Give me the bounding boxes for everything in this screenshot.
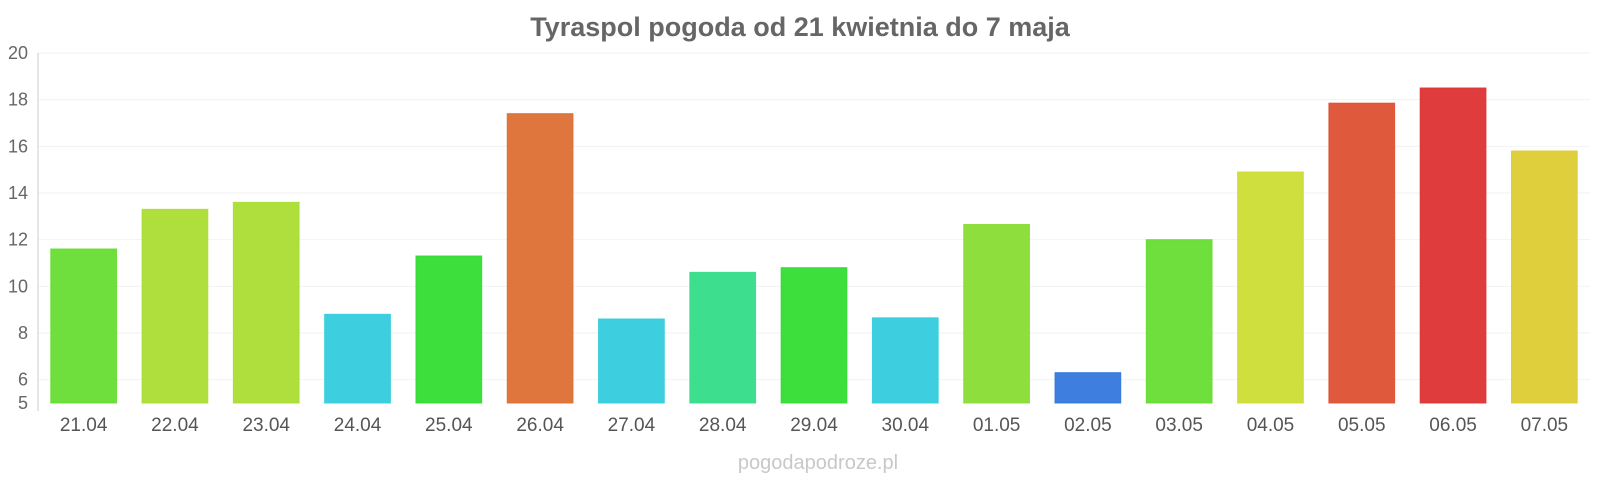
x-tick-label: 06.05 xyxy=(1429,415,1477,436)
x-tick-label: 29.04 xyxy=(790,415,838,436)
bar xyxy=(1237,171,1304,404)
x-tick-label: 02.05 xyxy=(1064,415,1112,436)
y-tick-label: 10 xyxy=(8,276,28,296)
bars xyxy=(50,87,1578,404)
x-tick-label: 21.04 xyxy=(60,415,108,436)
x-tick-label: 30.04 xyxy=(882,415,930,436)
y-tick-label: 12 xyxy=(8,230,28,250)
chart-title: Tyraspol pogoda od 21 kwietnia do 7 maja xyxy=(530,12,1071,42)
bar xyxy=(324,313,391,404)
y-tick-label: 18 xyxy=(8,90,28,110)
bar xyxy=(141,208,209,404)
bar xyxy=(871,317,939,404)
x-tick-label: 26.04 xyxy=(516,415,564,436)
bar xyxy=(1419,87,1487,404)
y-tick-label: 16 xyxy=(8,136,28,156)
y-tick-label: 5 xyxy=(18,393,28,413)
bar xyxy=(689,271,757,404)
x-tick-label: 22.04 xyxy=(151,415,199,436)
x-tick-label: 28.04 xyxy=(699,415,747,436)
y-tick-label: 20 xyxy=(8,43,28,63)
y-tick-label: 8 xyxy=(18,323,28,343)
x-tick-label: 24.04 xyxy=(334,415,382,436)
x-axis: 21.04 22.04 23.04 24.04 25.04 26.04 27.04 28.04… xyxy=(60,415,1568,436)
credit-watermark: pogodapodroze.pl xyxy=(738,452,898,474)
bar xyxy=(232,201,300,404)
bar xyxy=(50,248,118,404)
bar xyxy=(415,255,483,404)
x-tick-label: 25.04 xyxy=(425,415,473,436)
y-tick-label: 6 xyxy=(18,370,28,390)
x-tick-label: 04.05 xyxy=(1247,415,1295,436)
x-tick-label: 27.04 xyxy=(608,415,656,436)
bar xyxy=(1510,150,1578,404)
y-tick-label: 14 xyxy=(8,183,28,203)
bar xyxy=(1054,372,1122,404)
bar xyxy=(598,318,665,404)
bar xyxy=(1328,102,1396,404)
x-tick-label: 01.05 xyxy=(973,415,1021,436)
x-tick-label: 23.04 xyxy=(242,415,290,436)
bar xyxy=(506,113,574,404)
bar xyxy=(963,224,1030,404)
x-tick-label: 05.05 xyxy=(1338,415,1386,436)
bar xyxy=(1145,239,1213,404)
y-axis: 5 6 8 10 12 14 16 18 20 xyxy=(8,43,39,413)
x-tick-label: 03.05 xyxy=(1155,415,1203,436)
bar xyxy=(780,267,848,404)
x-tick-label: 07.05 xyxy=(1521,415,1569,436)
